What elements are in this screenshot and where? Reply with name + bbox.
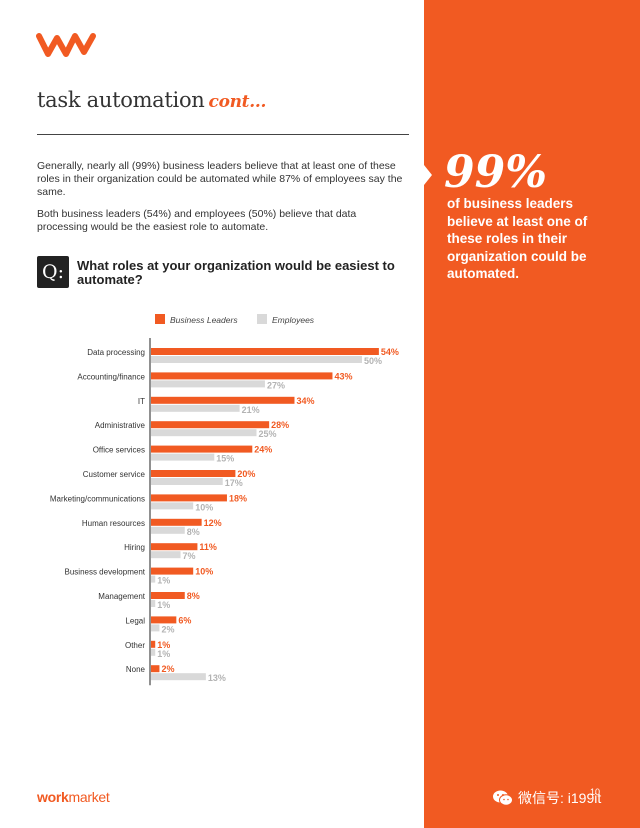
value-label-leaders-0: 54% (381, 347, 399, 357)
value-label-leaders-5: 20% (237, 469, 255, 479)
value-label-employees-6: 10% (195, 502, 213, 512)
value-label-employees-1: 27% (267, 380, 285, 390)
value-label-leaders-6: 18% (229, 493, 247, 503)
value-label-leaders-11: 6% (178, 615, 191, 625)
category-label-5: Customer service (83, 470, 146, 479)
bar-leaders-1 (151, 372, 333, 380)
category-label-6: Marketing/communications (50, 494, 145, 503)
category-label-12: Other (125, 641, 145, 650)
bar-leaders-4 (151, 445, 253, 453)
value-label-employees-11: 2% (161, 624, 174, 634)
category-label-1: Accounting/finance (77, 372, 145, 381)
callout-sidebar (424, 0, 640, 828)
footer-brand-work: work (37, 789, 69, 805)
footer-brand-market: market (68, 789, 110, 805)
value-label-employees-4: 15% (216, 454, 234, 464)
legend-swatch-0 (155, 314, 165, 324)
callout-number: 99% (444, 147, 548, 198)
bar-leaders-3 (151, 421, 270, 429)
bar-employees-6 (151, 502, 194, 510)
value-label-leaders-13: 2% (161, 664, 174, 674)
bar-employees-12 (151, 648, 156, 656)
category-label-11: Legal (125, 616, 145, 625)
bar-employees-4 (151, 453, 215, 461)
bar-employees-13 (151, 673, 206, 681)
bar-leaders-11 (151, 616, 177, 624)
legend-label-1: Employees (272, 315, 315, 325)
value-label-leaders-8: 11% (199, 542, 217, 552)
value-label-employees-10: 1% (157, 600, 170, 610)
value-label-employees-13: 13% (208, 673, 226, 683)
bar-leaders-5 (151, 470, 236, 477)
category-label-0: Data processing (87, 348, 145, 357)
intro-paragraph-2: Both business leaders (54%) and employee… (37, 208, 357, 233)
bar-employees-7 (151, 526, 185, 534)
bar-leaders-9 (151, 567, 194, 575)
page-title-suffix: cont... (208, 92, 267, 112)
value-label-leaders-1: 43% (334, 371, 352, 381)
category-label-8: Hiring (124, 543, 145, 552)
value-label-leaders-4: 24% (254, 445, 272, 455)
category-label-13: None (126, 665, 146, 674)
workmarket-logo-icon (36, 33, 96, 57)
value-label-leaders-12: 1% (157, 640, 170, 650)
bar-employees-0 (151, 356, 362, 363)
bar-employees-9 (151, 575, 156, 583)
wechat-watermark: 微信号: i199it (492, 788, 601, 808)
page-number: 10 (590, 787, 601, 797)
category-label-9: Business development (65, 568, 146, 577)
intro-paragraph-1: Generally, nearly all (99%) business lea… (37, 160, 403, 198)
bar-employees-3 (151, 429, 257, 437)
category-label-3: Administrative (95, 421, 146, 430)
watermark-text: 微信号: i199it (518, 790, 602, 806)
question-badge: Q: (37, 256, 69, 288)
value-label-leaders-9: 10% (195, 567, 213, 577)
value-label-employees-0: 50% (364, 356, 382, 366)
roles-bar-chart: Business Leaders Employees Data processing… (50, 314, 399, 686)
value-label-employees-3: 25% (259, 429, 277, 439)
category-label-10: Management (98, 592, 145, 601)
bar-employees-10 (151, 600, 156, 607)
value-label-employees-12: 1% (157, 649, 170, 659)
category-label-4: Office services (93, 446, 145, 455)
bar-employees-8 (151, 551, 181, 559)
legend-label-0: Business Leaders (170, 315, 238, 325)
value-label-leaders-2: 34% (296, 396, 314, 406)
title-divider (37, 134, 409, 135)
value-label-leaders-7: 12% (204, 518, 222, 528)
wechat-icon (493, 790, 513, 806)
bar-leaders-2 (151, 396, 295, 404)
bar-employees-11 (151, 624, 160, 632)
value-label-employees-5: 17% (225, 478, 243, 488)
bar-employees-2 (151, 404, 240, 412)
bar-leaders-8 (151, 543, 198, 551)
bar-employees-1 (151, 380, 265, 388)
value-label-leaders-3: 28% (271, 420, 289, 430)
question-text: What roles at your organization would be… (77, 258, 395, 287)
page-title: task automation cont... (37, 88, 266, 112)
callout-arrow-icon (424, 165, 432, 185)
value-label-leaders-10: 8% (187, 591, 200, 601)
legend-swatch-1 (257, 314, 267, 324)
bar-leaders-10 (151, 592, 185, 599)
callout-text: of business leaders believe at least one… (447, 196, 588, 281)
value-label-employees-9: 1% (157, 576, 170, 586)
bar-leaders-13 (151, 665, 160, 673)
footer-brand-logo: workmarket (37, 789, 110, 805)
bar-leaders-0 (151, 348, 379, 355)
page-title-text: task automation (37, 88, 205, 112)
bar-employees-5 (151, 478, 223, 485)
category-label-7: Human resources (82, 519, 145, 528)
bar-leaders-7 (151, 518, 202, 526)
value-label-employees-7: 8% (187, 527, 200, 537)
bar-leaders-6 (151, 494, 227, 502)
value-label-employees-2: 21% (242, 405, 260, 415)
category-label-2: IT (138, 397, 145, 406)
bar-leaders-12 (151, 640, 156, 648)
value-label-employees-8: 7% (183, 551, 196, 561)
